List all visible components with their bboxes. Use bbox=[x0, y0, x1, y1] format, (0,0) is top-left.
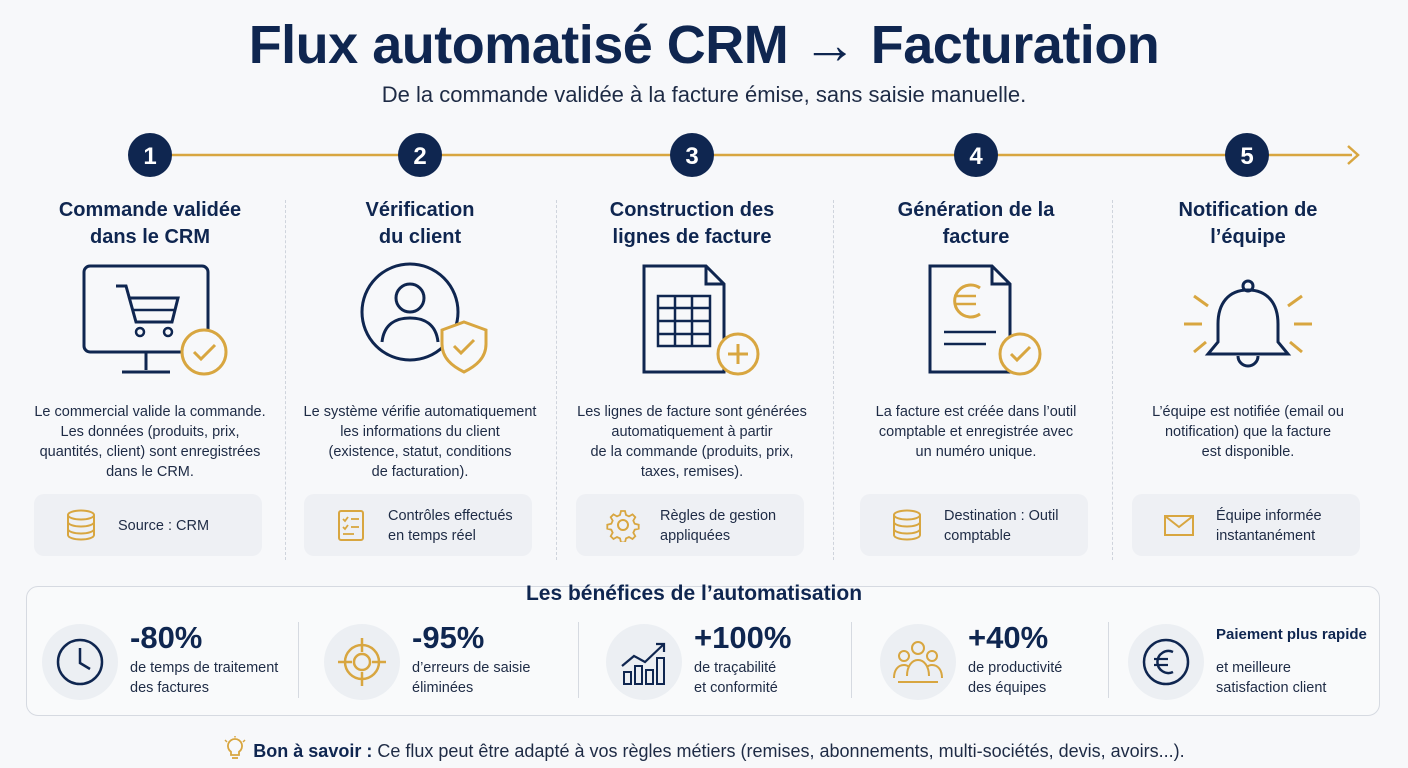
note-text: Ce flux peut être adapté à vos règles mé… bbox=[372, 741, 1185, 761]
benefit-divider bbox=[1108, 622, 1109, 698]
benefits-title: Les bénéfices de l’automatisation bbox=[525, 582, 863, 605]
envelope-icon bbox=[1164, 515, 1194, 536]
euro-coin-icon bbox=[1142, 638, 1190, 686]
step-info-box: Règles de gestion appliquées bbox=[576, 494, 804, 556]
benefit-value: Paiement plus rapide bbox=[1216, 626, 1367, 643]
benefit-label: et meilleure satisfaction client bbox=[1216, 660, 1327, 696]
benefit-value: -80% bbox=[130, 620, 203, 655]
step-number-badge: 2 bbox=[398, 133, 442, 177]
page-subtitle: De la commande validée à la facture émis… bbox=[381, 82, 1027, 107]
benefit-icon-circle bbox=[880, 624, 956, 700]
step-3: Construction des lignes de facture Les l… bbox=[556, 192, 828, 564]
database-icon bbox=[893, 509, 921, 541]
lightbulb-icon bbox=[224, 736, 246, 759]
step-title: Construction des lignes de facture bbox=[609, 199, 775, 248]
benefit-divider bbox=[851, 622, 852, 698]
step-description: Les lignes de facture sont générées auto… bbox=[577, 404, 807, 480]
step-title: Notification de l’équipe bbox=[1178, 199, 1318, 248]
benefit-value: +40% bbox=[968, 620, 1049, 655]
step-2: Vérification du client Le système vérifi… bbox=[284, 192, 556, 564]
step-number: 1 bbox=[143, 143, 156, 170]
growth-chart-icon bbox=[621, 642, 666, 685]
benefit-divider bbox=[578, 622, 579, 698]
step-description: Le système vérifie automatiquement les i… bbox=[303, 404, 537, 480]
step-divider bbox=[556, 200, 557, 560]
step-info-text: Équipe informée instantanément bbox=[1216, 508, 1322, 544]
benefit-icon-circle bbox=[42, 624, 118, 700]
note-label: Bon à savoir : bbox=[253, 741, 373, 761]
database-icon bbox=[67, 509, 95, 541]
step-number: 2 bbox=[413, 143, 426, 170]
step-number: 5 bbox=[1240, 143, 1253, 170]
step-info-box: Destination : Outil comptable bbox=[860, 494, 1088, 556]
step-info-box: Contrôles effectués en temps réel bbox=[304, 494, 532, 556]
benefit-icon-circle bbox=[1128, 624, 1204, 700]
benefit-divider bbox=[298, 622, 299, 698]
step-number-badge: 4 bbox=[954, 133, 998, 177]
step-info-text: Règles de gestion appliquées bbox=[660, 508, 777, 544]
step-title: Vérification du client bbox=[365, 199, 475, 248]
document-table-plus-icon bbox=[642, 264, 760, 376]
benefit-label: de productivité des équipes bbox=[968, 660, 1063, 696]
benefit-value: -95% bbox=[412, 620, 485, 655]
benefit-label: de traçabilité et conformité bbox=[694, 660, 778, 696]
benefit-icon-circle bbox=[324, 624, 400, 700]
step-description: L’équipe est notifiée (email ou notifica… bbox=[1152, 404, 1344, 460]
step-title: Génération de la facture bbox=[897, 199, 1055, 248]
step-divider bbox=[833, 200, 834, 560]
user-shield-icon bbox=[360, 262, 488, 374]
step-info-text: Destination : Outil comptable bbox=[944, 508, 1059, 544]
step-title: Commande validée dans le CRM bbox=[58, 199, 242, 248]
step-number-badge: 1 bbox=[128, 133, 172, 177]
step-number: 3 bbox=[685, 143, 698, 170]
benefit-value: +100% bbox=[694, 620, 792, 655]
target-icon bbox=[338, 638, 386, 686]
step-5: Notification de l’équipe L’équipe est no… bbox=[1112, 192, 1384, 564]
timeline-arrow-icon bbox=[1347, 145, 1360, 165]
step-description: Le commercial valide la commande. Les do… bbox=[34, 404, 266, 480]
step-number-badge: 3 bbox=[670, 133, 714, 177]
timeline: 1 2 3 4 5 bbox=[128, 133, 1360, 177]
step-divider bbox=[1112, 200, 1113, 560]
clock-icon bbox=[56, 638, 104, 686]
bell-icon bbox=[1184, 279, 1312, 368]
team-icon bbox=[893, 641, 943, 683]
footer-note: Bon à savoir : Ce flux peut être adapté … bbox=[0, 736, 1408, 762]
step-divider bbox=[285, 200, 286, 560]
invoice-euro-check-icon bbox=[928, 264, 1042, 376]
step-info-text: Source : CRM bbox=[118, 518, 210, 534]
step-info-text: Contrôles effectués en temps réel bbox=[388, 508, 513, 544]
gear-icon bbox=[606, 510, 640, 542]
step-number-badge: 5 bbox=[1225, 133, 1269, 177]
step-4: Génération de la facture La facture est … bbox=[840, 192, 1112, 564]
step-info-box: Source : CRM bbox=[34, 494, 262, 556]
step-info-box: Équipe informée instantanément bbox=[1132, 494, 1360, 556]
monitor-cart-check-icon bbox=[82, 264, 228, 376]
step-1: Commande validée dans le CRM Le commerci… bbox=[14, 192, 286, 564]
step-number: 4 bbox=[969, 143, 983, 170]
step-description: La facture est créée dans l’outil compta… bbox=[875, 404, 1077, 460]
benefit-label: de temps de traitement des factures bbox=[130, 660, 279, 696]
benefit-label: d’erreurs de saisie éliminées bbox=[412, 660, 531, 696]
benefit-icon-circle bbox=[606, 624, 682, 700]
checklist-icon bbox=[338, 510, 364, 541]
page-title: Flux automatisé CRM → Facturation bbox=[248, 15, 1160, 75]
